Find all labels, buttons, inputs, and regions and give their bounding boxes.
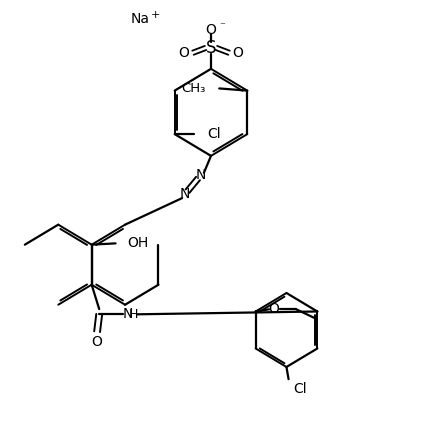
Text: Cl: Cl [294, 382, 307, 396]
Text: O: O [179, 46, 189, 60]
Text: O: O [233, 46, 243, 60]
Text: N: N [179, 187, 190, 201]
Text: N: N [122, 307, 133, 321]
Text: CH₃: CH₃ [181, 82, 206, 95]
Text: ⁻: ⁻ [219, 21, 225, 31]
Text: OH: OH [127, 237, 149, 251]
Text: O: O [269, 302, 279, 316]
Text: N: N [195, 169, 206, 183]
Text: Na: Na [130, 12, 149, 26]
Text: O: O [92, 335, 103, 349]
Text: S: S [206, 39, 216, 57]
Text: +: + [151, 10, 160, 20]
Text: O: O [206, 23, 216, 37]
Text: Cl: Cl [207, 127, 221, 141]
Text: H: H [128, 308, 138, 321]
